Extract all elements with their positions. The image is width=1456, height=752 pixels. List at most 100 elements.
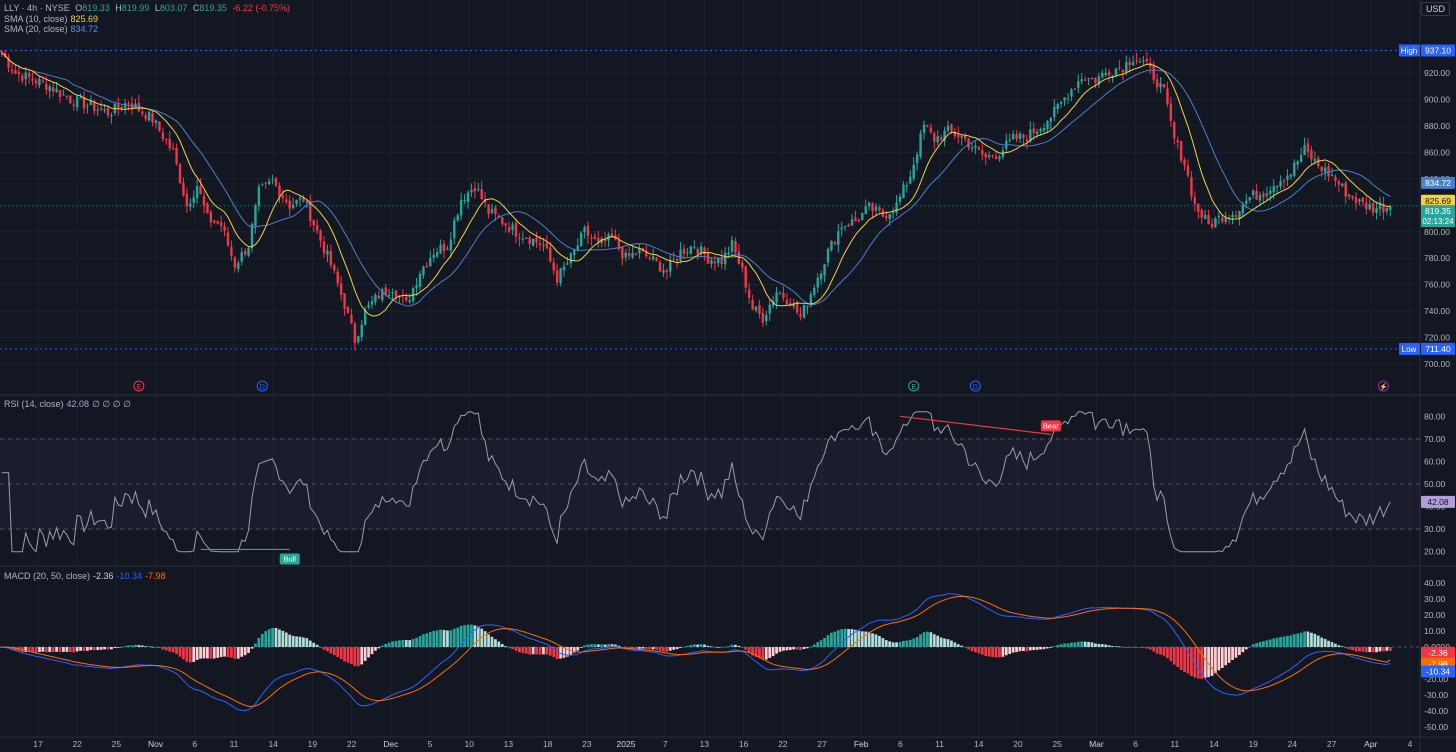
candle-body <box>1169 103 1173 121</box>
macd-histogram-bar <box>991 647 994 658</box>
candle-body <box>1341 183 1344 186</box>
macd-histogram-bar <box>137 645 141 647</box>
macd-histogram-bar <box>974 647 977 653</box>
candle-body <box>405 296 408 301</box>
sma20-price-tag-bg <box>1421 176 1455 189</box>
macd-histogram-bar <box>1131 647 1135 648</box>
macd-histogram-bar <box>487 634 490 647</box>
candle-body <box>429 258 432 267</box>
macd-histogram-bar <box>236 647 240 659</box>
macd-histogram-bar <box>415 637 418 647</box>
sma10-legend[interactable]: SMA (10, close) 825.69 <box>4 14 101 25</box>
candle-body <box>199 185 202 195</box>
candle-body <box>456 215 459 221</box>
candle-body <box>706 253 710 264</box>
candle-body <box>573 249 576 255</box>
rsi-legend[interactable]: RSI (14, close) 42.08 ∅ ∅ ∅ ∅ <box>4 399 134 410</box>
macd-histogram-bar <box>470 624 473 647</box>
candle-body <box>662 270 665 273</box>
macd-histogram-bar <box>716 647 720 648</box>
macd-legend[interactable]: MACD (20, 50, close) -2.36 -10.34 -7.98 <box>4 571 169 582</box>
candle-body <box>1358 199 1361 202</box>
sma20-line <box>1 52 1391 307</box>
macd-histogram-bar <box>593 644 597 647</box>
macd-histogram-bar <box>367 647 370 658</box>
macd-histogram-bar <box>603 644 607 647</box>
macd-histogram-bar <box>490 636 494 647</box>
candle-body <box>953 131 957 136</box>
candle-body <box>65 96 69 98</box>
candle-body <box>741 262 744 268</box>
macd-histogram-bar <box>1118 646 1121 648</box>
low-value-tag-bg <box>1421 342 1455 355</box>
candle-body <box>219 222 223 226</box>
macd-histogram-bar <box>744 647 748 650</box>
rsi-legend-value: 42.08 <box>66 399 90 409</box>
macd-histogram-bar <box>555 647 559 659</box>
currency-button[interactable]: USD <box>1420 2 1450 16</box>
macd-histogram-bar <box>648 647 652 650</box>
macd-histogram-bar <box>456 627 460 647</box>
candle-body <box>189 203 192 207</box>
time-tick-label: 23 <box>582 739 592 749</box>
candle-body <box>1090 77 1094 79</box>
candle-body <box>1238 211 1241 219</box>
candle-body <box>1354 197 1358 204</box>
macd-histogram-bar <box>778 647 782 652</box>
candle-body <box>946 125 950 131</box>
macd-histogram-bar <box>1162 647 1166 656</box>
time-tick-label: 20 <box>1013 739 1023 749</box>
macd-histogram-bar <box>497 641 501 647</box>
macd-histogram-bar <box>24 647 28 652</box>
close-value: 819.35 <box>199 3 227 13</box>
macd-histogram-bar <box>871 633 874 647</box>
symbol-legend[interactable]: LLY · 4h · NYSE O819.33 H819.99 L803.07 … <box>4 3 293 14</box>
macd-histogram-bar <box>305 638 309 647</box>
candle-body <box>994 156 998 159</box>
macd-histogram-bar <box>363 647 367 661</box>
candle-body <box>782 293 785 298</box>
candle-body <box>1039 129 1042 132</box>
price-tick-label: 740.00 <box>1424 306 1450 316</box>
macd-histogram-bar <box>1032 647 1036 651</box>
candle-body <box>38 78 41 86</box>
candle-body <box>970 147 974 150</box>
high-value-tag: 937.10 <box>1425 45 1451 55</box>
macd-histogram-bar <box>254 643 257 647</box>
candle-body <box>963 135 967 140</box>
sma20-legend[interactable]: SMA (20, close) 834.72 <box>4 24 101 35</box>
macd-histogram-bar <box>1028 647 1032 651</box>
time-tick-label: 22 <box>347 739 357 749</box>
candle-body <box>826 248 830 263</box>
candle-body <box>55 88 58 93</box>
macd-histogram-bar <box>850 629 854 647</box>
rsi-tick-label: 70.00 <box>1424 434 1446 444</box>
macd-histogram-bar <box>1207 647 1210 678</box>
macd-histogram-bar <box>1214 647 1217 674</box>
macd-histogram-bar <box>823 637 826 647</box>
candle-body <box>1070 89 1073 97</box>
macd-histogram-bar <box>315 644 319 647</box>
price-tick-label: 880.00 <box>1424 121 1450 131</box>
candle-body <box>1375 208 1378 213</box>
rsi-line <box>1 411 1391 553</box>
macd-histogram-bar <box>14 647 17 651</box>
macd-histogram-bar <box>1313 633 1317 647</box>
macd-histogram-bar <box>655 647 658 650</box>
divergence-badge <box>279 553 300 565</box>
macd-histogram-bar <box>51 647 55 653</box>
candle-body <box>1337 181 1341 185</box>
candle-body <box>360 324 363 337</box>
macd-histogram-bar <box>1049 647 1053 648</box>
candle-body <box>89 100 93 106</box>
candle-body <box>1210 224 1214 228</box>
candle-body <box>161 132 165 140</box>
macd-histogram-bar <box>380 645 384 647</box>
macd-histogram-bar <box>994 647 998 658</box>
candle-body <box>353 323 357 343</box>
candle-body <box>1351 196 1354 199</box>
macd-histogram-bar <box>140 645 144 647</box>
sma10-value: 825.69 <box>70 14 99 24</box>
macd-histogram-bar <box>1100 644 1104 647</box>
